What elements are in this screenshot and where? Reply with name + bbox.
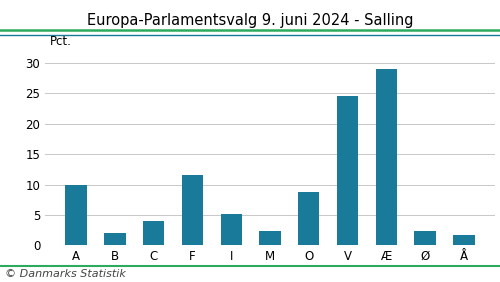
Bar	[182, 175, 203, 245]
Bar	[104, 233, 126, 245]
Bar	[376, 69, 397, 245]
Bar	[260, 231, 280, 245]
Text: Europa-Parlamentsvalg 9. juni 2024 - Salling: Europa-Parlamentsvalg 9. juni 2024 - Sal…	[87, 13, 413, 28]
Text: Pct.: Pct.	[50, 35, 72, 48]
Bar	[66, 184, 87, 245]
Bar	[298, 192, 320, 245]
Bar	[143, 221, 165, 245]
Bar	[220, 214, 242, 245]
Text: © Danmarks Statistik: © Danmarks Statistik	[5, 269, 126, 279]
Bar	[414, 231, 436, 245]
Bar	[453, 235, 474, 245]
Bar	[337, 96, 358, 245]
